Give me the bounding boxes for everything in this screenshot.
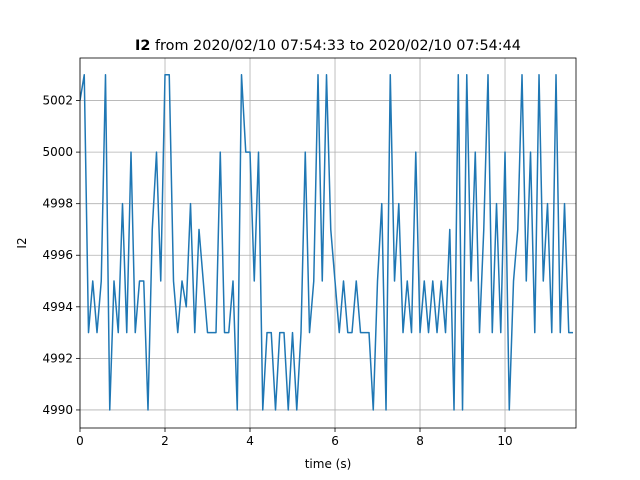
- x-tick-label: 0: [76, 434, 84, 448]
- x-tick-label: 4: [246, 434, 254, 448]
- y-axis-label: I2: [15, 237, 29, 248]
- y-tick-label: 4996: [42, 248, 73, 262]
- title-rest: from 2020/02/10 07:54:33 to 2020/02/10 0…: [155, 38, 521, 54]
- x-tick-label: 2: [161, 434, 169, 448]
- x-tick-label: 10: [497, 434, 512, 448]
- data-line: [80, 74, 574, 411]
- y-tick-label: 4998: [42, 197, 73, 211]
- y-tick-label: 5002: [42, 94, 73, 108]
- title-bold: I2: [135, 38, 150, 54]
- x-tick-label: 8: [416, 434, 424, 448]
- x-tick-label: 6: [331, 434, 339, 448]
- chart-title: I2 from 2020/02/10 07:54:33 to 2020/02/1…: [135, 38, 521, 54]
- y-tick-label: 4994: [42, 300, 73, 314]
- x-axis-label: time (s): [305, 457, 352, 471]
- y-tick-label: 5000: [42, 145, 73, 159]
- plot-frame: [79, 57, 577, 429]
- y-tick-label: 4992: [42, 351, 73, 365]
- y-tick-label: 4990: [42, 403, 73, 417]
